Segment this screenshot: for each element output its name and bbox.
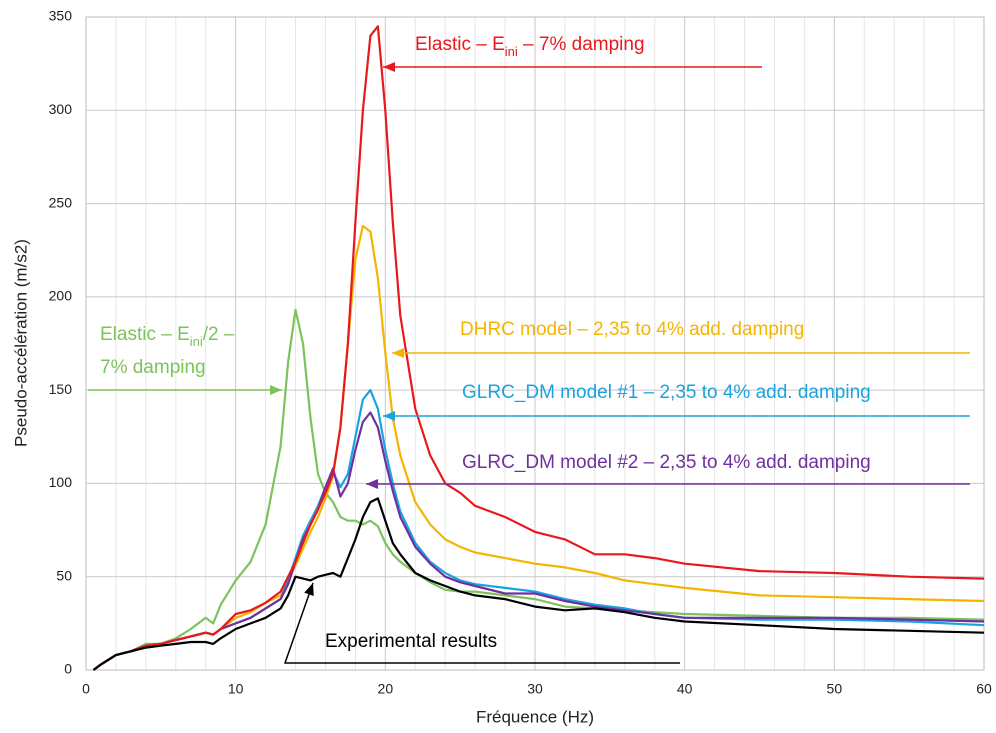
annotation-part: Elastic – E [100,324,190,345]
annotation: 7% damping [100,357,206,378]
annotation: GLRC_DM model #1 – 2,35 to 4% add. dampi… [462,382,871,403]
annotation: Elastic – Eini/2 – [100,324,235,349]
x-tick-label: 0 [82,681,90,697]
y-tick-label: 350 [49,8,73,24]
series-line [92,308,985,671]
annotation-part: 7% damping [100,357,206,378]
y-tick-label: 100 [49,474,73,490]
y-tick-label: 0 [64,661,72,677]
x-axis-title: Fréquence (Hz) [476,707,594,726]
series-line [92,497,985,671]
y-tick-label: 250 [49,194,73,210]
plot-frame [85,16,985,671]
arrow-head [366,479,378,489]
x-tick-label: 10 [228,681,244,697]
x-tick-label: 60 [976,681,992,697]
x-tick-label: 30 [527,681,543,697]
arrow-head [383,62,395,72]
x-tick-label: 50 [827,681,843,697]
annotation-part: Experimental results [325,631,497,652]
y-axis-title: Pseudo-accélération (m/s2) [11,239,30,447]
arrow-head [304,583,314,596]
y-tick-label: 150 [49,381,73,397]
annotation-part: – 7% damping [518,34,645,55]
annotation-part: ini [505,44,518,59]
y-tick-label: 200 [49,288,73,304]
arrow-head [383,411,395,421]
annotation: DHRC model – 2,35 to 4% add. damping [460,319,804,340]
annotation: GLRC_DM model #2 – 2,35 to 4% add. dampi… [462,452,871,473]
series-line [92,25,985,671]
arrow-head [270,385,282,395]
annotation-part: Elastic – E [415,34,505,55]
y-tick-label: 300 [49,101,73,117]
annotation-part: ini [190,334,203,349]
annotation: Experimental results [325,631,497,652]
y-tick-label: 50 [56,567,72,583]
annotation-part: GLRC_DM model #2 – 2,35 to 4% add. dampi… [462,452,871,473]
annotation-part: /2 – [203,324,235,345]
annotation: Elastic – Eini – 7% damping [415,34,645,59]
annotation-arrow [283,582,680,664]
annotation-part: GLRC_DM model #1 – 2,35 to 4% add. dampi… [462,382,871,403]
x-tick-label: 40 [677,681,693,697]
series-line [92,389,985,671]
annotation-part: DHRC model – 2,35 to 4% add. damping [460,319,804,340]
series-line [92,224,985,671]
x-tick-label: 20 [378,681,394,697]
arrow-head [392,348,404,358]
